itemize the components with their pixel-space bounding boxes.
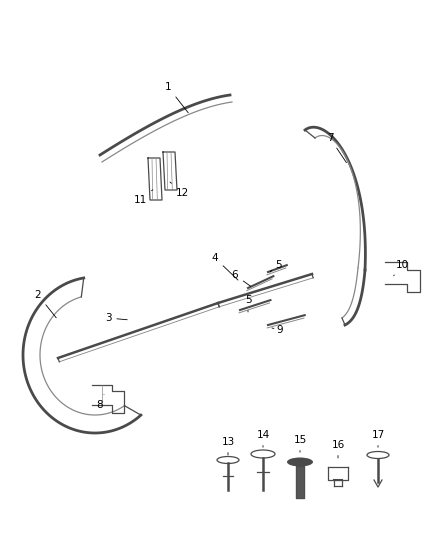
Text: 16: 16 — [332, 440, 345, 458]
Text: 13: 13 — [221, 437, 235, 455]
Text: 1: 1 — [165, 82, 188, 113]
Text: 15: 15 — [293, 435, 307, 452]
Text: 2: 2 — [35, 290, 56, 318]
Text: 3: 3 — [105, 313, 127, 323]
Text: 10: 10 — [394, 260, 409, 276]
Text: 17: 17 — [371, 430, 385, 447]
Text: 5: 5 — [245, 295, 251, 312]
Text: 8: 8 — [97, 394, 104, 410]
Text: 6: 6 — [232, 270, 251, 286]
Text: 14: 14 — [256, 430, 270, 447]
Text: 4: 4 — [212, 253, 238, 280]
Text: 9: 9 — [272, 325, 283, 335]
Text: 7: 7 — [327, 133, 346, 163]
Text: 5: 5 — [270, 260, 281, 272]
Text: 11: 11 — [134, 190, 153, 205]
Ellipse shape — [287, 457, 313, 466]
Text: 12: 12 — [170, 182, 189, 198]
